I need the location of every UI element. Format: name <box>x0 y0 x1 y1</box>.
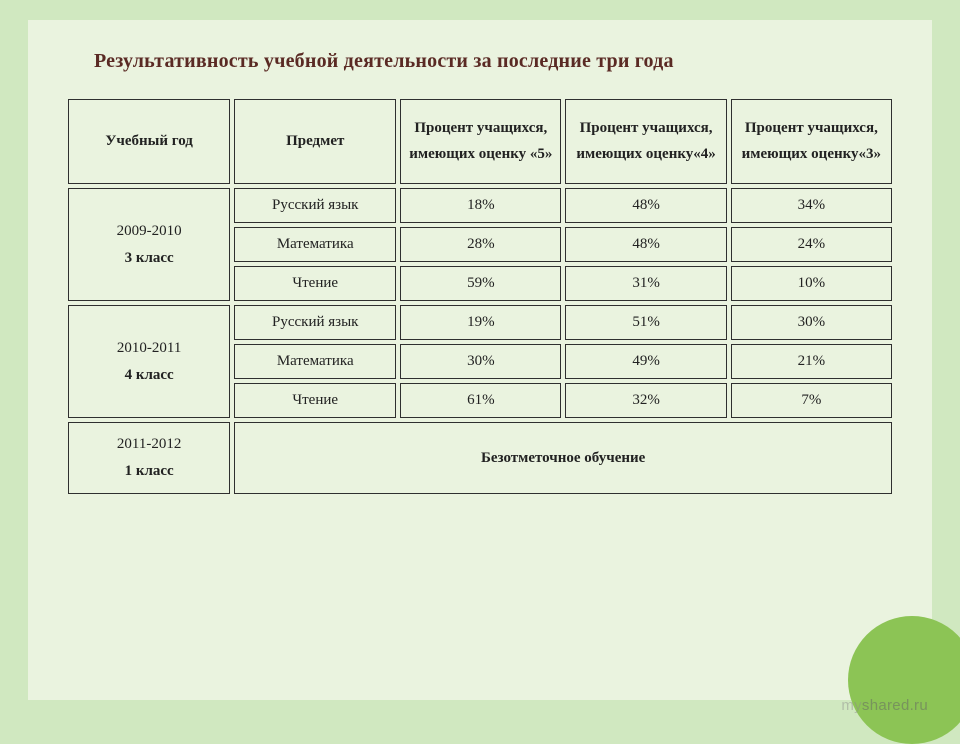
pct3-cell: 34% <box>731 188 892 223</box>
pct5-cell: 18% <box>400 188 561 223</box>
year-range: 2011-2012 <box>75 431 223 458</box>
pct4-cell: 31% <box>565 266 726 301</box>
pct5-cell: 59% <box>400 266 561 301</box>
year-range: 2009-2010 <box>75 218 223 245</box>
subject-cell: Математика <box>234 227 396 262</box>
table-row: 2011-2012 1 класс Безотметочное обучение <box>68 422 892 494</box>
watermark-rest: shared.ru <box>862 697 928 714</box>
watermark-prefix: my <box>841 697 862 714</box>
grades-table: Учебный год Предмет Процент учащихся, им… <box>64 95 896 498</box>
pct5-cell: 19% <box>400 305 561 340</box>
pct5-cell: 30% <box>400 344 561 379</box>
page-title: Результативность учебной деятельности за… <box>94 50 896 73</box>
col-grade5: Процент учащихся, имеющих оценку «5» <box>400 99 561 184</box>
pct4-cell: 32% <box>565 383 726 418</box>
col-subject: Предмет <box>234 99 396 184</box>
pct3-cell: 10% <box>731 266 892 301</box>
note-cell: Безотметочное обучение <box>234 422 892 494</box>
subject-cell: Русский язык <box>234 188 396 223</box>
pct3-cell: 30% <box>731 305 892 340</box>
pct3-cell: 24% <box>731 227 892 262</box>
pct3-cell: 21% <box>731 344 892 379</box>
year-cell: 2010-2011 4 класс <box>68 305 230 418</box>
year-grade: 1 класс <box>75 458 223 485</box>
col-grade4: Процент учащихся, имеющих оценку«4» <box>565 99 726 184</box>
pct5-cell: 61% <box>400 383 561 418</box>
col-grade3: Процент учащихся, имеющих оценку«3» <box>731 99 892 184</box>
table-row: 2009-2010 3 класс Русский язык 18% 48% 3… <box>68 188 892 223</box>
year-grade: 3 класс <box>75 245 223 272</box>
subject-cell: Русский язык <box>234 305 396 340</box>
year-range: 2010-2011 <box>75 335 223 362</box>
watermark: myshared.ru <box>841 697 928 714</box>
accent-circle-icon <box>848 616 960 744</box>
subject-cell: Математика <box>234 344 396 379</box>
year-grade: 4 класс <box>75 362 223 389</box>
col-year: Учебный год <box>68 99 230 184</box>
table-row: 2010-2011 4 класс Русский язык 19% 51% 3… <box>68 305 892 340</box>
year-cell: 2009-2010 3 класс <box>68 188 230 301</box>
pct4-cell: 49% <box>565 344 726 379</box>
slide: Результативность учебной деятельности за… <box>28 20 932 700</box>
subject-cell: Чтение <box>234 383 396 418</box>
pct4-cell: 48% <box>565 188 726 223</box>
pct5-cell: 28% <box>400 227 561 262</box>
table-header-row: Учебный год Предмет Процент учащихся, им… <box>68 99 892 184</box>
pct4-cell: 51% <box>565 305 726 340</box>
pct4-cell: 48% <box>565 227 726 262</box>
subject-cell: Чтение <box>234 266 396 301</box>
pct3-cell: 7% <box>731 383 892 418</box>
year-cell: 2011-2012 1 класс <box>68 422 230 494</box>
